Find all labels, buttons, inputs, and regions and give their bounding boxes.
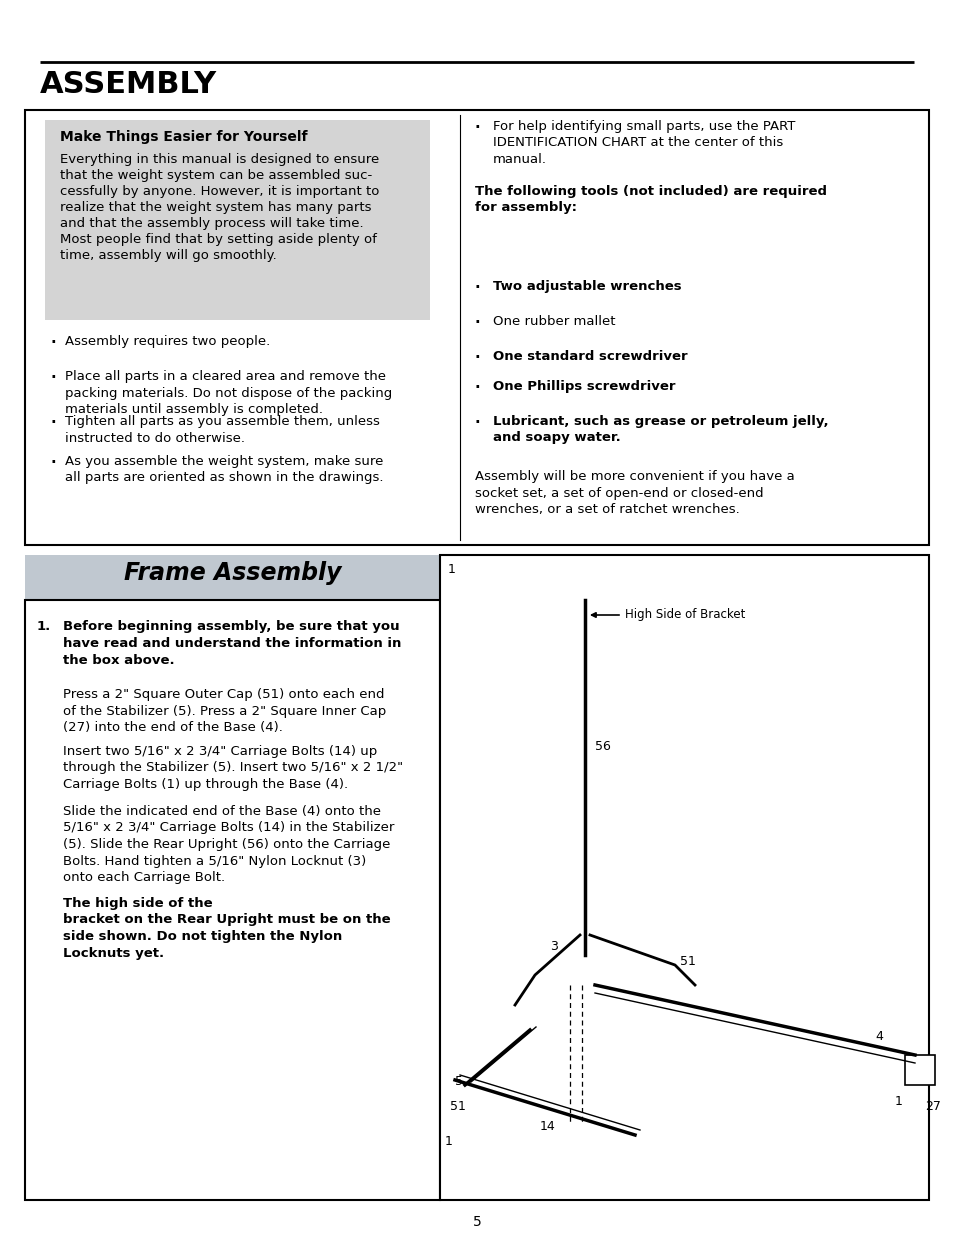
- Text: Frame Assembly: Frame Assembly: [124, 561, 341, 585]
- Bar: [25, 110, 928, 545]
- Text: Before beginning assembly, be sure that you
have read and understand the informa: Before beginning assembly, be sure that …: [63, 620, 401, 667]
- Text: For help identifying small parts, use the PART
IDENTIFICATION CHART at the cente: For help identifying small parts, use th…: [493, 120, 795, 165]
- Text: that the weight system can be assembled suc-: that the weight system can be assembled …: [60, 169, 372, 182]
- Text: ·: ·: [475, 350, 480, 366]
- Text: realize that the weight system has many parts: realize that the weight system has many …: [60, 201, 371, 214]
- Text: ·: ·: [50, 454, 55, 471]
- Text: The high side of the
bracket on the Rear Upright must be on the
side shown. Do n: The high side of the bracket on the Rear…: [63, 897, 390, 960]
- Text: 3: 3: [550, 940, 558, 953]
- Text: 56: 56: [595, 740, 610, 753]
- Bar: [904, 1055, 934, 1086]
- Text: cessfully by anyone. However, it is important to: cessfully by anyone. However, it is impo…: [60, 185, 379, 198]
- Text: ·: ·: [475, 415, 480, 430]
- Bar: [439, 555, 928, 1200]
- Text: 51: 51: [679, 955, 695, 968]
- Text: ·: ·: [50, 370, 55, 385]
- Text: ·: ·: [475, 380, 480, 395]
- Text: Make Things Easier for Yourself: Make Things Easier for Yourself: [60, 130, 307, 144]
- Text: ·: ·: [50, 335, 55, 350]
- Text: One Phillips screwdriver: One Phillips screwdriver: [493, 380, 675, 393]
- Text: 1: 1: [444, 1135, 453, 1149]
- Text: Everything in this manual is designed to ensure: Everything in this manual is designed to…: [60, 153, 379, 165]
- Text: ASSEMBLY: ASSEMBLY: [40, 70, 217, 99]
- Text: Two adjustable wrenches: Two adjustable wrenches: [493, 280, 680, 293]
- Text: 1: 1: [894, 1095, 902, 1108]
- Bar: [45, 120, 430, 320]
- Text: As you assemble the weight system, make sure
all parts are oriented as shown in : As you assemble the weight system, make …: [65, 454, 383, 484]
- Text: 27: 27: [924, 1100, 940, 1113]
- Text: 51: 51: [450, 1100, 465, 1113]
- Text: ·: ·: [50, 415, 55, 430]
- Bar: [25, 555, 439, 600]
- Text: 14: 14: [539, 1120, 556, 1132]
- Text: 4: 4: [874, 1030, 882, 1044]
- Text: Slide the indicated end of the Base (4) onto the
5/16" x 2 3/4" Carriage Bolts (: Slide the indicated end of the Base (4) …: [63, 805, 394, 884]
- Text: One rubber mallet: One rubber mallet: [493, 315, 615, 329]
- Text: ·: ·: [475, 280, 480, 295]
- Text: Press a 2" Square Outer Cap (51) onto each end
of the Stabilizer (5). Press a 2": Press a 2" Square Outer Cap (51) onto ea…: [63, 688, 386, 734]
- Text: Tighten all parts as you assemble them, unless
instructed to do otherwise.: Tighten all parts as you assemble them, …: [65, 415, 379, 445]
- Text: 5: 5: [472, 1215, 481, 1229]
- Text: ·: ·: [475, 120, 480, 135]
- Text: Insert two 5/16" x 2 3/4" Carriage Bolts (14) up
through the Stabilizer (5). Ins: Insert two 5/16" x 2 3/4" Carriage Bolts…: [63, 745, 403, 790]
- Text: The following tools (not included) are required
for assembly:: The following tools (not included) are r…: [475, 185, 826, 215]
- Text: Assembly requires two people.: Assembly requires two people.: [65, 335, 270, 348]
- Text: Assembly will be more convenient if you have a
socket set, a set of open-end or : Assembly will be more convenient if you …: [475, 471, 794, 516]
- Text: One standard screwdriver: One standard screwdriver: [493, 350, 687, 363]
- Bar: [25, 600, 439, 1200]
- Text: Place all parts in a cleared area and remove the
packing materials. Do not dispo: Place all parts in a cleared area and re…: [65, 370, 392, 416]
- Text: and that the assembly process will take time.: and that the assembly process will take …: [60, 217, 363, 230]
- Text: 5: 5: [455, 1074, 462, 1088]
- Text: time, assembly will go smoothly.: time, assembly will go smoothly.: [60, 249, 276, 262]
- Text: High Side of Bracket: High Side of Bracket: [624, 608, 744, 621]
- Text: 1: 1: [448, 563, 456, 576]
- Text: ·: ·: [475, 315, 480, 330]
- Text: Most people find that by setting aside plenty of: Most people find that by setting aside p…: [60, 233, 376, 246]
- Text: Lubricant, such as grease or petroleum jelly,
and soapy water.: Lubricant, such as grease or petroleum j…: [493, 415, 828, 445]
- Text: 1.: 1.: [37, 620, 51, 634]
